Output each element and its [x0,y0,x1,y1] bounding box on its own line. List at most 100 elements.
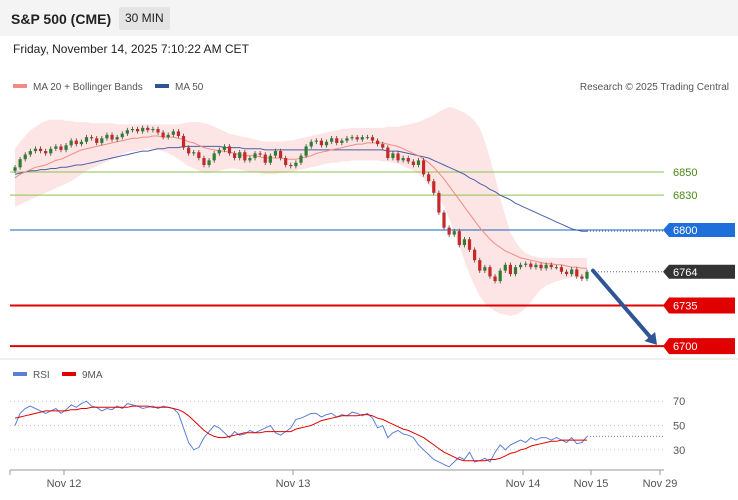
candle-body [151,129,155,131]
candle-body [473,249,477,261]
candle-body [273,151,278,156]
interval-badge[interactable]: 30 MIN [119,7,170,30]
candle-body [130,129,135,131]
candle-body [69,140,73,146]
candle-body [197,152,201,159]
candle-body [483,267,487,271]
candle-body [488,267,492,277]
candle-body [330,138,334,142]
candle-body [176,131,181,136]
last-price-tag [663,264,735,279]
candle-body [421,160,426,175]
candle-body [44,151,48,154]
candle-body [248,158,252,161]
candle-body [64,145,68,150]
chart-header: S&P 500 (CME) 30 MIN [0,0,738,36]
pivot-tag [663,223,735,237]
x-tick-label: Nov 13 [276,478,311,490]
candle-body [243,152,247,161]
rsi-ma-line [14,405,587,462]
candle-body [319,140,324,146]
pivot-label-6800: 6800 [673,225,697,237]
ma9-legend-swatch [62,372,76,376]
candle-body [258,153,262,155]
candle-body [28,151,32,155]
rsi-lines [14,400,664,468]
candle-body [263,154,267,163]
resistance-label-6830: 6830 [673,190,697,202]
ma20-legend-label: MA 20 + Bollinger Bands [33,82,143,93]
candle-body [146,127,150,131]
candle-body [284,158,288,165]
forecast-arrow-shaft [591,268,652,339]
x-axis: Nov 12 Nov 13 Nov 14 Nov 15 Nov 29 [9,469,678,490]
candle-body [519,264,523,268]
timestamp: Friday, November 14, 2025 7:10:22 AM CET [13,42,249,56]
rsi-line [14,400,588,468]
candle-body [222,146,226,150]
candle-body [13,167,17,171]
candle-body [432,181,436,193]
support-label-6735: 6735 [673,300,697,312]
candle-body [559,267,564,272]
candle-body [49,148,53,154]
candle-body [534,264,538,268]
x-tick-label: Nov 29 [643,478,678,490]
candle-body [289,165,293,167]
ma9-legend-label: 9MA [82,370,103,381]
candle-body [120,133,124,138]
rsi-legend-label: RSI [33,370,50,381]
forecast-arrow [591,268,657,345]
candle-body [141,127,145,132]
x-tick-label: Nov 14 [506,478,541,490]
candle-body [84,137,89,142]
candle-body [192,152,196,154]
last-price-label: 6764 [673,267,697,279]
candle-body [437,192,441,213]
candle-body [508,264,512,275]
candle-body [294,162,298,167]
candle-body [447,227,451,235]
bollinger-band [15,107,587,316]
candle-body [304,146,308,156]
candle-body [95,138,99,143]
candle-body [427,174,431,182]
candle-body [386,147,390,159]
rsi-grid: 70 50 30 [10,396,685,457]
candle-body [335,138,339,143]
candle-body [539,264,543,269]
ma50-line [14,145,587,232]
x-tick-label: Nov 12 [47,478,82,490]
candle-body [564,271,569,275]
candle-body [212,153,216,161]
candle-body [478,260,482,271]
candle-body [575,269,579,277]
candle-body [33,148,38,152]
candle-body [23,154,27,160]
candlesticks [13,125,589,284]
candle-body [467,239,472,250]
candle-body [324,141,329,146]
candle-body [253,153,257,159]
candle-body [100,138,104,143]
candle-body [360,137,364,140]
candle-body [135,129,140,132]
candle-body [79,141,83,145]
candle-body [59,146,63,150]
candle-body [74,140,78,145]
candle-body [299,155,303,163]
x-tick-label: Nov 15 [574,478,609,490]
candle-body [238,152,242,159]
candle-body [529,263,533,268]
candle-body [580,276,584,279]
support-tag-6735 [663,297,735,314]
candle-body [416,160,421,165]
candle-body [314,140,318,142]
candle-body [105,134,109,139]
candle-body [452,231,456,235]
rsi-tick-70: 70 [673,396,685,408]
forecast-arrow-head [644,332,657,345]
price-legend: MA 20 + Bollinger Bands MA 50 Research ©… [13,82,729,93]
candle-body [90,137,94,139]
candle-body [442,212,446,228]
